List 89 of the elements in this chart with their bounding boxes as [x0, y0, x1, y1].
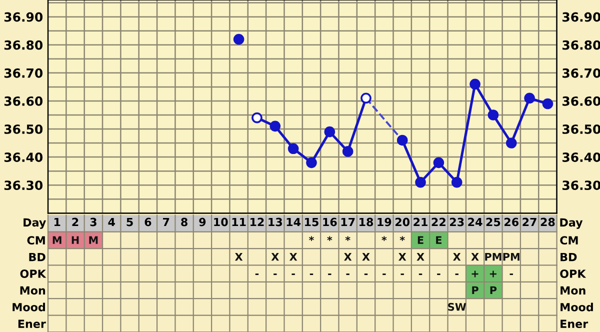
text: - — [310, 274, 314, 276]
x-tick-label: 17 — [341, 218, 355, 226]
text: M — [89, 236, 98, 244]
text: X — [398, 252, 406, 261]
y2-tick-label: Ener — [560, 320, 588, 328]
x-axis-title: Day — [24, 218, 46, 229]
text: P — [490, 286, 497, 294]
text: - — [382, 274, 386, 276]
text: + — [490, 270, 496, 278]
x-tick-label: 6 — [144, 218, 152, 226]
x-tick-label: 5 — [126, 218, 133, 226]
y-tick-label: 36.50 — [4, 124, 43, 134]
y2-tick-label: Mon — [560, 286, 586, 295]
x-tick-label: 26 — [504, 218, 519, 226]
text: - — [437, 274, 440, 276]
x-tick-label: 9 — [199, 218, 206, 226]
text: Day — [560, 218, 583, 229]
text: X — [471, 252, 479, 261]
text: * — [382, 236, 387, 241]
y-tick-label: Mood — [12, 302, 45, 312]
x-tick-label: 14 — [286, 218, 301, 226]
y2-tick-label: BD — [560, 252, 577, 262]
y-tick-label: 36.70 — [4, 68, 43, 78]
text: PM — [503, 252, 520, 261]
y-tick-label: 36.80 — [4, 40, 43, 50]
text: X — [271, 252, 279, 261]
x-tick-label: 21 — [414, 218, 428, 226]
y-tick-label: BD — [29, 252, 46, 262]
x-tick-label: 4 — [108, 218, 115, 226]
point — [233, 34, 244, 45]
x-tick-label: 2 — [72, 218, 78, 226]
y2-tick-label: OPK — [560, 270, 586, 278]
y-tick-label: 36.30 — [4, 180, 43, 190]
x-tick-label: 24 — [468, 218, 482, 226]
text: - — [292, 274, 295, 276]
x-tick-label: 27 — [522, 218, 536, 226]
x-tick-label: 16 — [323, 218, 337, 226]
x-tick-label: 7 — [162, 218, 170, 226]
text: * — [345, 236, 350, 241]
text: P — [472, 286, 478, 294]
text: X — [453, 252, 461, 261]
x-tick-label: 12 — [250, 218, 264, 226]
text: PM — [485, 252, 502, 261]
text: M — [52, 236, 62, 244]
y-tick-label: Mon — [20, 286, 46, 295]
x-tick-label: 28 — [540, 218, 555, 226]
text: - — [418, 274, 422, 276]
text: * — [400, 236, 405, 241]
y-tick-label: CM — [27, 236, 45, 245]
y-tick-label: OPK — [20, 270, 46, 278]
text: X — [234, 252, 243, 261]
x-tick-label: 10 — [214, 218, 228, 226]
text: * — [327, 236, 332, 241]
y2-tick-label: CM — [560, 236, 578, 245]
text: - — [400, 274, 404, 276]
x-tick-label: 23 — [450, 218, 464, 226]
text: - — [274, 274, 277, 276]
y-tick-label: 36.90 — [4, 12, 43, 22]
text: - — [346, 274, 350, 276]
text: * — [308, 236, 314, 241]
x-tick-label: 22 — [432, 218, 446, 226]
text: X — [416, 252, 424, 261]
text: SW — [448, 302, 466, 311]
text: - — [510, 274, 513, 276]
y-tick-label: Ener — [18, 320, 46, 328]
x-tick-label: 25 — [486, 218, 500, 226]
x-tick-label: 3 — [90, 218, 96, 226]
text: X — [362, 252, 370, 261]
text: X — [290, 252, 298, 261]
y-tick-label: 36.60 — [4, 96, 43, 106]
x-tick-label: 8 — [181, 218, 188, 226]
text: E — [436, 236, 442, 244]
text: - — [364, 274, 368, 276]
text: H — [72, 236, 79, 244]
x-tick-label: 11 — [232, 218, 246, 226]
text: X — [344, 252, 352, 261]
y-tick-label: 36.40 — [4, 152, 43, 162]
text: - — [328, 274, 332, 276]
text: + — [472, 270, 478, 278]
x-tick-label: 19 — [378, 218, 392, 226]
x-tick-label: 13 — [268, 218, 282, 226]
text: - — [255, 274, 259, 276]
x-tick-label: 1 — [54, 218, 60, 226]
y2-tick-label: Mood — [560, 302, 593, 312]
x-tick-label: 15 — [305, 218, 318, 226]
text: - — [455, 274, 458, 276]
text: E — [418, 236, 424, 244]
x-tick-label: 20 — [395, 218, 410, 226]
x-tick-label: 18 — [360, 218, 374, 226]
